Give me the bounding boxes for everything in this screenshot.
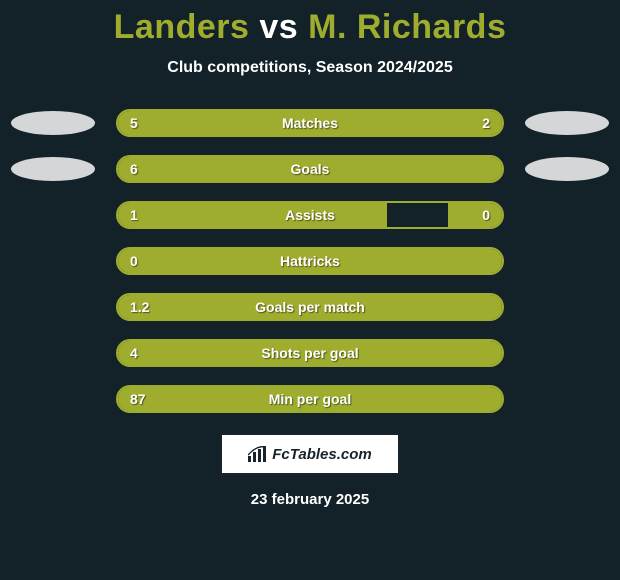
stat-value-left: 1 [130, 207, 138, 223]
stat-label: Min per goal [269, 391, 351, 407]
subtitle: Club competitions, Season 2024/2025 [0, 59, 620, 77]
stat-value-right: 2 [482, 115, 490, 131]
stat-value-left: 5 [130, 115, 138, 131]
stat-value-left: 6 [130, 161, 138, 177]
stat-row: 0 Hattricks [8, 245, 612, 277]
stat-bar: 1.2 Goals per match [116, 293, 504, 321]
stat-bar: 5 2 Matches [116, 109, 504, 137]
stat-value-left: 0 [130, 253, 138, 269]
footer-date: 23 february 2025 [0, 491, 620, 508]
player2-marker [525, 157, 609, 181]
bar-fill-right [448, 203, 502, 227]
stat-row: 5 2 Matches [8, 107, 612, 139]
stat-row: 6 Goals [8, 153, 612, 185]
player1-name: Landers [114, 8, 250, 46]
player1-marker [11, 111, 95, 135]
stat-value-left: 1.2 [130, 299, 149, 315]
right-shape-slot [522, 157, 612, 181]
stat-bar: 4 Shots per goal [116, 339, 504, 367]
stat-label: Assists [285, 207, 335, 223]
stat-row: 1 0 Assists [8, 199, 612, 231]
stat-label: Shots per goal [261, 345, 358, 361]
right-shape-slot [522, 111, 612, 135]
chart-bars-icon [248, 446, 266, 462]
stat-label: Matches [282, 115, 338, 131]
stat-bar: 1 0 Assists [116, 201, 504, 229]
stat-bar: 6 Goals [116, 155, 504, 183]
comparison-chart: 5 2 Matches 6 Goals 1 0 Assists 0 Hattricks 1.2 Goa… [0, 107, 620, 415]
vs-label: vs [259, 8, 298, 46]
stat-value-left: 87 [130, 391, 146, 407]
stat-row: 4 Shots per goal [8, 337, 612, 369]
site-badge: FcTables.com [220, 433, 400, 475]
bar-fill-left [118, 203, 387, 227]
stat-value-right: 0 [482, 207, 490, 223]
stat-row: 87 Min per goal [8, 383, 612, 415]
stat-label: Goals [291, 161, 330, 177]
stat-label: Goals per match [255, 299, 365, 315]
page-title: Landers vs M. Richards [0, 0, 620, 47]
site-badge-text: FcTables.com [272, 446, 371, 463]
stat-bar: 87 Min per goal [116, 385, 504, 413]
stat-bar: 0 Hattricks [116, 247, 504, 275]
stat-value-left: 4 [130, 345, 138, 361]
player1-marker [11, 157, 95, 181]
bar-fill-left [118, 111, 391, 135]
left-shape-slot [8, 157, 98, 181]
stat-row: 1.2 Goals per match [8, 291, 612, 323]
player2-marker [525, 111, 609, 135]
stat-label: Hattricks [280, 253, 340, 269]
player2-name: M. Richards [308, 8, 506, 46]
left-shape-slot [8, 111, 98, 135]
